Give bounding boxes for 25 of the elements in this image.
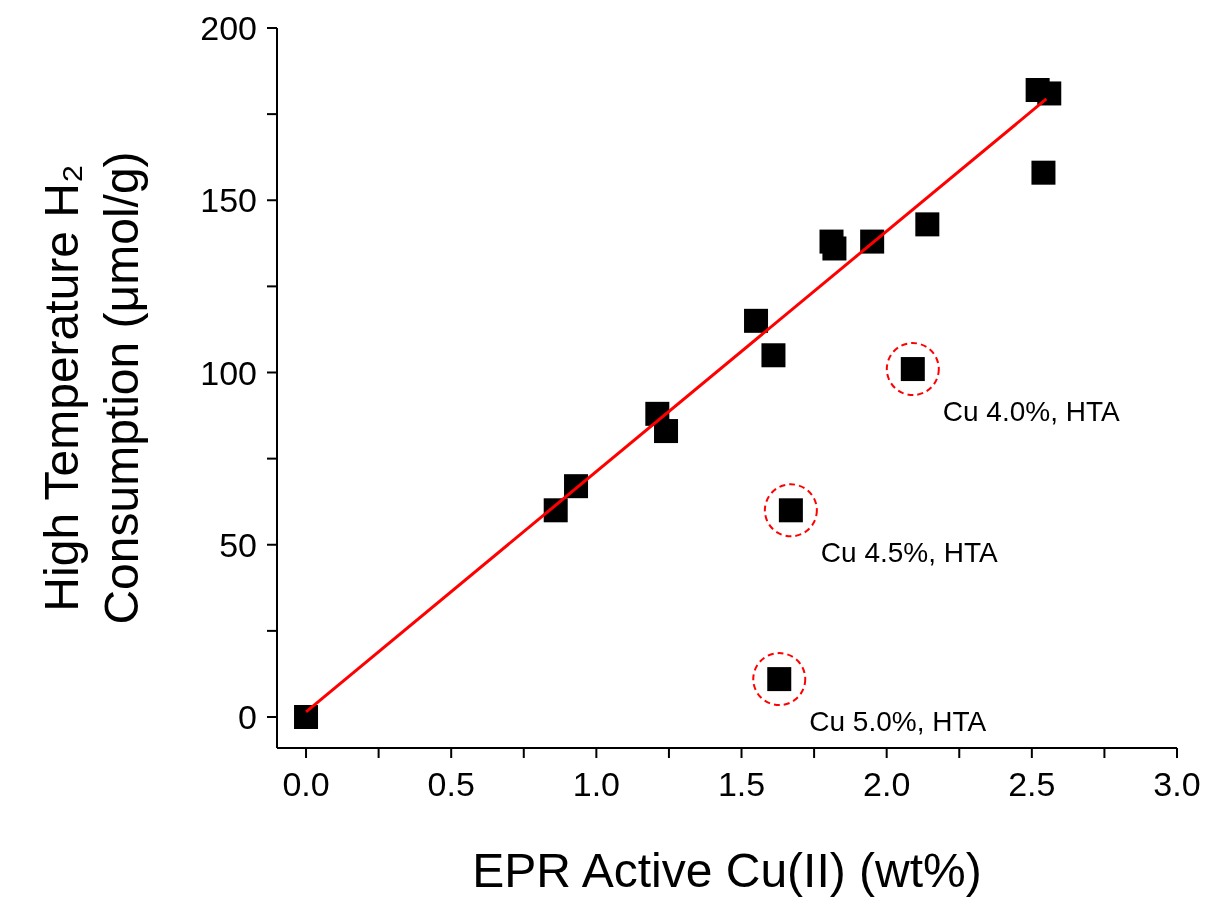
point [1031, 160, 1056, 185]
y-axis-title: High Temperature H₂ Consumption (μmol/g) [35, 151, 148, 625]
y-tick-label: 100 [200, 353, 257, 392]
x-tick-label: 3.0 [1153, 765, 1201, 804]
annotation: Cu 4.0%, HTA [942, 396, 1120, 428]
x-tick-label: 1.0 [572, 765, 620, 804]
x-tick-label: 1.5 [717, 765, 766, 804]
point [1037, 81, 1062, 106]
x-tick-label: 2.0 [863, 765, 911, 804]
annotation: Cu 5.0%, HTA [809, 706, 987, 738]
point [915, 212, 940, 237]
point [744, 308, 769, 333]
point [294, 705, 319, 729]
point [822, 236, 847, 261]
y-tick-label: 50 [219, 525, 257, 564]
y-tick-label: 0 [238, 698, 257, 737]
x-tick-label: 0.5 [427, 765, 475, 804]
y-tick-label: 200 [200, 9, 257, 48]
x-axis-title: EPR Active Cu(II) (wt%) [472, 844, 982, 898]
y-tick-label: 150 [200, 181, 257, 220]
point [654, 419, 679, 444]
annotation: Cu 4.5%, HTA [820, 537, 999, 569]
point [761, 343, 786, 368]
x-tick-label: 2.5 [1008, 765, 1056, 804]
x-tick-label: 0.0 [282, 765, 330, 804]
